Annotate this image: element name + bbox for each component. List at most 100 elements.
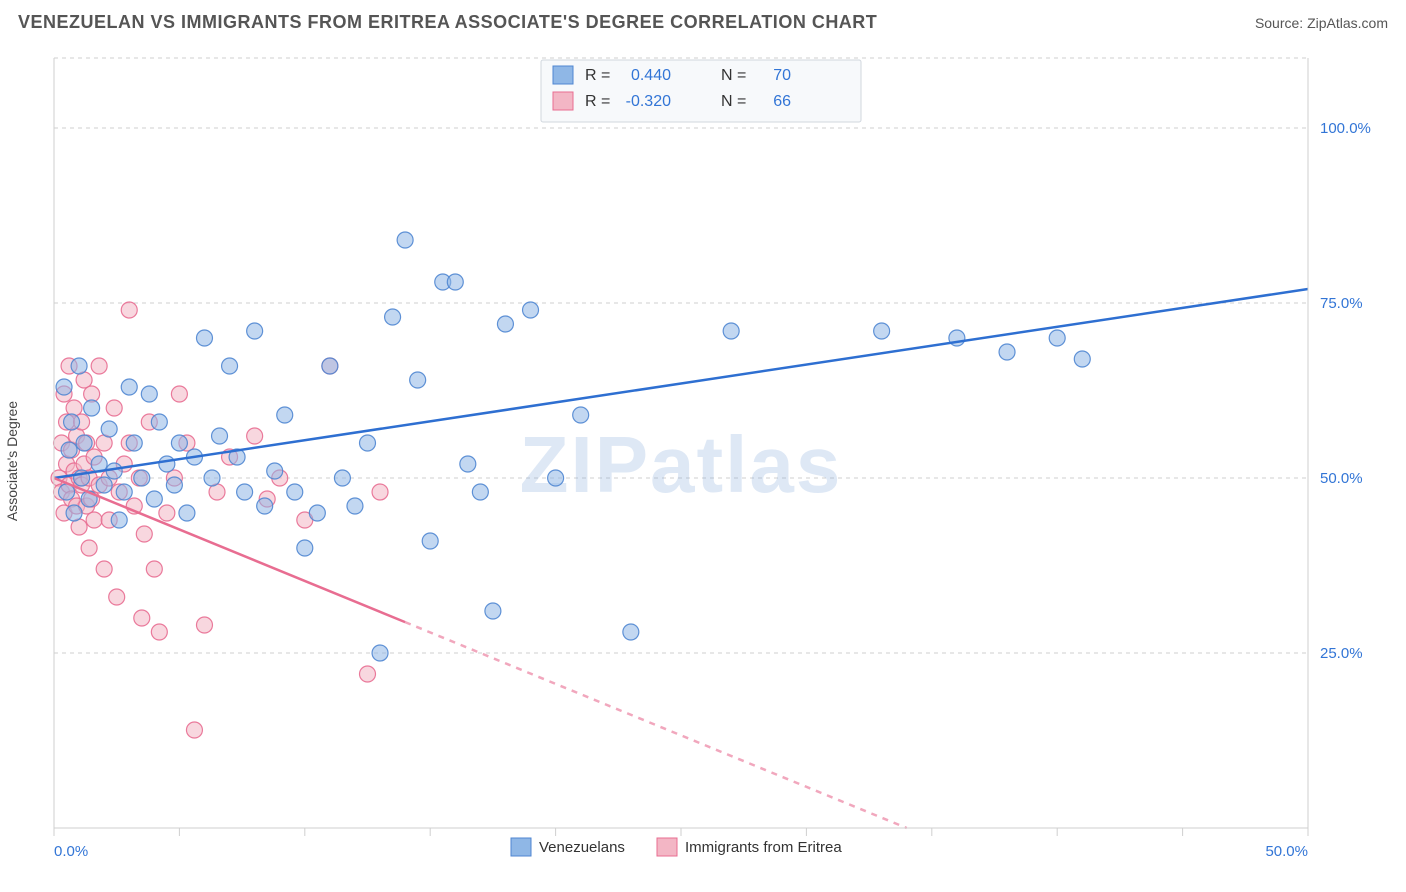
scatter-point-venezuelans xyxy=(874,323,890,339)
scatter-point-eritrea xyxy=(109,589,125,605)
scatter-point-eritrea xyxy=(151,624,167,640)
scatter-point-venezuelans xyxy=(1049,330,1065,346)
scatter-point-eritrea xyxy=(171,386,187,402)
legend-swatch-eritrea xyxy=(657,838,677,856)
legend-label-venezuelans: Venezuelans xyxy=(539,839,625,856)
scatter-point-venezuelans xyxy=(334,470,350,486)
scatter-point-eritrea xyxy=(134,610,150,626)
scatter-point-eritrea xyxy=(372,484,388,500)
scatter-point-venezuelans xyxy=(134,470,150,486)
scatter-point-eritrea xyxy=(106,400,122,416)
scatter-point-venezuelans xyxy=(111,512,127,528)
scatter-point-venezuelans xyxy=(460,456,476,472)
scatter-point-eritrea xyxy=(91,358,107,374)
scatter-point-eritrea xyxy=(146,561,162,577)
scatter-point-venezuelans xyxy=(277,407,293,423)
stats-n-label: N = xyxy=(721,93,746,110)
scatter-point-venezuelans xyxy=(196,330,212,346)
scatter-point-venezuelans xyxy=(257,498,273,514)
scatter-point-venezuelans xyxy=(101,421,117,437)
x-tick-label: 0.0% xyxy=(54,843,88,860)
correlation-chart: Associate's Degree 25.0%50.0%75.0%100.0%… xyxy=(18,48,1388,874)
stats-n-label: N = xyxy=(721,67,746,84)
scatter-point-venezuelans xyxy=(385,309,401,325)
stats-swatch-venezuelans xyxy=(553,66,573,84)
scatter-point-venezuelans xyxy=(96,477,112,493)
scatter-point-venezuelans xyxy=(56,379,72,395)
scatter-point-eritrea xyxy=(96,561,112,577)
scatter-point-venezuelans xyxy=(497,316,513,332)
scatter-point-eritrea xyxy=(186,722,202,738)
scatter-point-venezuelans xyxy=(116,484,132,500)
scatter-point-venezuelans xyxy=(397,232,413,248)
stats-n-value-eritrea: 66 xyxy=(773,93,791,110)
legend-label-eritrea: Immigrants from Eritrea xyxy=(685,839,842,856)
scatter-point-venezuelans xyxy=(179,505,195,521)
scatter-point-eritrea xyxy=(136,526,152,542)
stats-r-label: R = xyxy=(585,67,610,84)
page-title: VENEZUELAN VS IMMIGRANTS FROM ERITREA AS… xyxy=(18,12,877,33)
scatter-point-venezuelans xyxy=(84,400,100,416)
scatter-point-venezuelans xyxy=(151,414,167,430)
scatter-point-venezuelans xyxy=(222,358,238,374)
scatter-point-venezuelans xyxy=(287,484,303,500)
scatter-point-venezuelans xyxy=(523,302,539,318)
y-tick-label: 50.0% xyxy=(1320,470,1363,487)
scatter-point-venezuelans xyxy=(166,477,182,493)
scatter-point-venezuelans xyxy=(322,358,338,374)
scatter-point-eritrea xyxy=(121,302,137,318)
scatter-point-venezuelans xyxy=(212,428,228,444)
stats-n-value-venezuelans: 70 xyxy=(773,67,791,84)
y-tick-label: 25.0% xyxy=(1320,645,1363,662)
scatter-point-venezuelans xyxy=(1074,351,1090,367)
scatter-point-venezuelans xyxy=(297,540,313,556)
scatter-point-venezuelans xyxy=(64,414,80,430)
stats-r-label: R = xyxy=(585,93,610,110)
scatter-point-venezuelans xyxy=(410,372,426,388)
scatter-point-venezuelans xyxy=(573,407,589,423)
scatter-point-venezuelans xyxy=(623,624,639,640)
scatter-point-venezuelans xyxy=(548,470,564,486)
scatter-point-venezuelans xyxy=(360,435,376,451)
y-tick-label: 75.0% xyxy=(1320,295,1363,312)
scatter-point-eritrea xyxy=(360,666,376,682)
scatter-point-venezuelans xyxy=(121,379,137,395)
scatter-point-venezuelans xyxy=(76,435,92,451)
scatter-point-venezuelans xyxy=(347,498,363,514)
stats-swatch-eritrea xyxy=(553,92,573,110)
scatter-point-eritrea xyxy=(81,540,97,556)
y-axis-label: Associate's Degree xyxy=(4,401,20,521)
scatter-point-eritrea xyxy=(86,512,102,528)
scatter-point-venezuelans xyxy=(159,456,175,472)
scatter-point-eritrea xyxy=(196,617,212,633)
scatter-point-venezuelans xyxy=(447,274,463,290)
scatter-point-venezuelans xyxy=(71,358,87,374)
x-tick-label: 50.0% xyxy=(1265,843,1308,860)
stats-r-value-eritrea: -0.320 xyxy=(626,93,671,110)
scatter-point-venezuelans xyxy=(247,323,263,339)
scatter-point-venezuelans xyxy=(999,344,1015,360)
scatter-point-venezuelans xyxy=(472,484,488,500)
scatter-point-venezuelans xyxy=(126,435,142,451)
scatter-point-venezuelans xyxy=(267,463,283,479)
source-attribution: Source: ZipAtlas.com xyxy=(1255,15,1388,31)
scatter-point-venezuelans xyxy=(723,323,739,339)
scatter-point-venezuelans xyxy=(66,505,82,521)
watermark: ZIPatlas xyxy=(520,420,843,509)
scatter-point-venezuelans xyxy=(309,505,325,521)
legend-swatch-venezuelans xyxy=(511,838,531,856)
scatter-point-eritrea xyxy=(247,428,263,444)
scatter-point-venezuelans xyxy=(204,470,220,486)
scatter-point-venezuelans xyxy=(372,645,388,661)
scatter-point-venezuelans xyxy=(485,603,501,619)
scatter-point-venezuelans xyxy=(237,484,253,500)
scatter-point-venezuelans xyxy=(141,386,157,402)
stats-r-value-venezuelans: 0.440 xyxy=(631,67,671,84)
scatter-point-venezuelans xyxy=(171,435,187,451)
scatter-point-venezuelans xyxy=(61,442,77,458)
scatter-point-eritrea xyxy=(66,400,82,416)
scatter-point-venezuelans xyxy=(146,491,162,507)
scatter-point-eritrea xyxy=(159,505,175,521)
scatter-point-venezuelans xyxy=(422,533,438,549)
y-tick-label: 100.0% xyxy=(1320,120,1371,137)
